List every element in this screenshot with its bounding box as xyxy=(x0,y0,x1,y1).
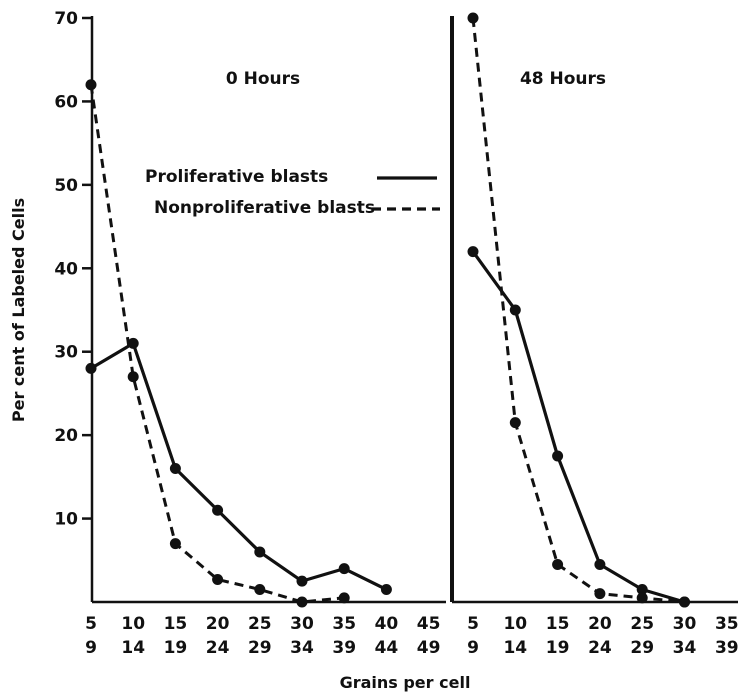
proliferative-data-point xyxy=(467,246,479,258)
panel-title: 48 Hours xyxy=(520,69,606,89)
x-tick-label-top: 45 xyxy=(417,614,441,634)
x-tick-label-bottom: 34 xyxy=(673,638,697,658)
x-tick-label-bottom: 19 xyxy=(546,638,570,658)
chart-labels: 10 20 30 40 50 60 70 0 Hours 5 9 10 14 15 19 20 24 25 29 3… xyxy=(9,9,739,692)
proliferative-data-point xyxy=(509,304,521,316)
x-axis-label: Grains per cell xyxy=(340,673,471,692)
proliferative-data-point xyxy=(552,450,564,462)
nonproliferative-data-point xyxy=(509,417,521,429)
x-tick-label-top: 20 xyxy=(588,614,612,634)
nonproliferative-data-point xyxy=(636,592,648,604)
x-tick-label-bottom: 39 xyxy=(715,638,739,658)
x-tick-label-bottom: 49 xyxy=(417,638,441,658)
nonproliferative-series-line xyxy=(89,84,345,604)
y-tick-label: 30 xyxy=(54,343,78,363)
panel-title: 0 Hours xyxy=(226,69,300,89)
x-tick-label-top: 10 xyxy=(121,614,145,634)
legend-label: Nonproliferative blasts xyxy=(154,198,375,218)
nonproliferative-data-point xyxy=(679,596,690,608)
proliferative-series-line xyxy=(90,341,388,591)
x-tick-label-bottom: 29 xyxy=(248,638,272,658)
y-tick-label: 70 xyxy=(54,9,78,29)
x-tick-label-top: 40 xyxy=(375,614,399,634)
axes xyxy=(82,16,738,604)
legend-label: Proliferative blasts xyxy=(145,167,328,187)
y-tick-label: 10 xyxy=(54,510,78,530)
x-tick-label-top: 5 xyxy=(85,614,97,634)
x-tick-label-top: 5 xyxy=(467,614,479,634)
proliferative-data-point xyxy=(338,563,350,575)
y-tick-label: 50 xyxy=(54,176,78,196)
x-tick-label-top: 10 xyxy=(503,614,527,634)
x-tick-label-top: 25 xyxy=(630,614,654,634)
nonproliferative-data-point xyxy=(254,583,266,595)
x-tick-label-bottom: 44 xyxy=(375,638,399,658)
nonproliferative-data-point xyxy=(467,12,479,24)
y-tick-label: 60 xyxy=(54,92,78,112)
x-tick-label-top: 15 xyxy=(164,614,188,634)
x-tick-label-bottom: 24 xyxy=(588,638,612,658)
proliferative-data-point xyxy=(636,583,648,595)
x-tick-label-top: 35 xyxy=(332,614,356,634)
x-tick-label-bottom: 34 xyxy=(290,638,314,658)
x-tick-label-bottom: 14 xyxy=(121,638,145,658)
x-tick-label-bottom: 29 xyxy=(630,638,654,658)
y-tick-label: 40 xyxy=(54,259,78,279)
x-tick-label-top: 25 xyxy=(248,614,272,634)
nonproliferative-data-point xyxy=(85,79,97,91)
proliferative-series-line xyxy=(471,250,685,604)
x-tick-label-top: 20 xyxy=(206,614,230,634)
x-tick-label-bottom: 39 xyxy=(332,638,356,658)
proliferative-data-point xyxy=(296,575,308,587)
x-tick-label-bottom: 19 xyxy=(164,638,188,658)
y-axis-label: Per cent of Labeled Cells xyxy=(9,198,28,422)
x-tick-label-top: 30 xyxy=(290,614,314,634)
nonproliferative-data-point xyxy=(212,573,224,585)
x-tick-label-bottom: 9 xyxy=(85,638,97,658)
proliferative-data-point xyxy=(594,558,606,570)
proliferative-data-point xyxy=(212,504,224,516)
proliferative-data-point xyxy=(127,337,139,349)
x-tick-label-bottom: 9 xyxy=(467,638,479,658)
x-tick-label-top: 15 xyxy=(546,614,570,634)
proliferative-data-point xyxy=(169,463,181,475)
nonproliferative-data-point xyxy=(594,588,606,600)
x-tick-label-bottom: 24 xyxy=(206,638,230,658)
nonproliferative-data-point xyxy=(296,596,308,608)
x-tick-label-top: 35 xyxy=(715,614,739,634)
nonproliferative-data-point xyxy=(127,371,139,383)
proliferative-data-point xyxy=(254,546,266,558)
nonproliferative-data-point xyxy=(338,592,350,604)
proliferative-data-point xyxy=(380,583,392,595)
nonproliferative-data-point xyxy=(552,558,564,570)
chart-marks xyxy=(85,12,690,608)
x-tick-label-top: 30 xyxy=(673,614,697,634)
y-tick-label: 20 xyxy=(54,426,78,446)
proliferative-data-point xyxy=(85,362,97,374)
x-tick-label-bottom: 14 xyxy=(503,638,527,658)
nonproliferative-data-point xyxy=(169,538,181,550)
